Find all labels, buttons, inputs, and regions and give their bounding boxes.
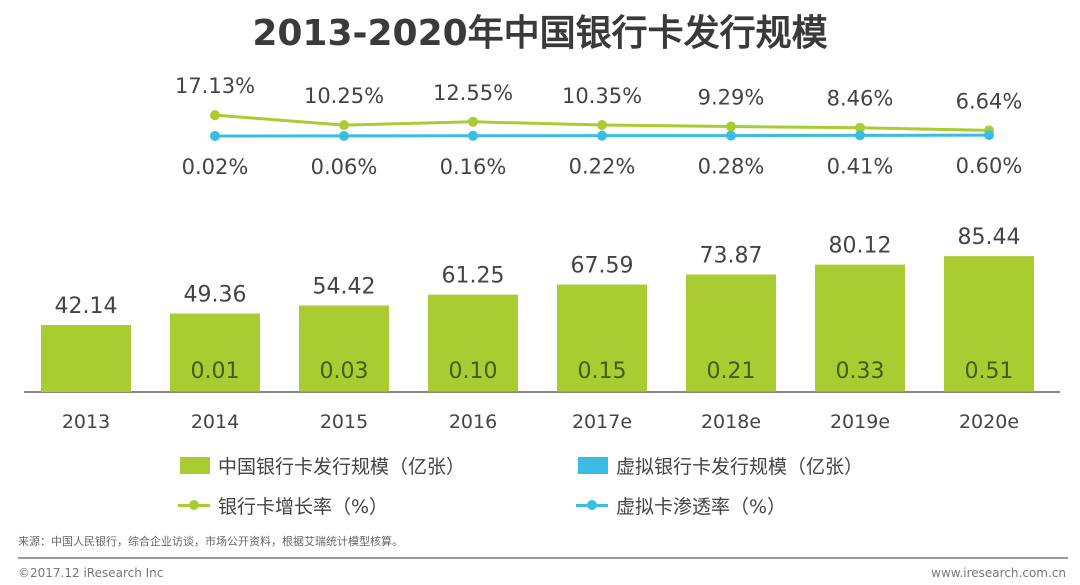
- growth-point: [339, 120, 349, 131]
- virtual-bar: [428, 391, 518, 392]
- penetration-point: [468, 130, 478, 141]
- chart-title: 2013-2020年中国银行卡发行规模: [252, 13, 828, 54]
- virtual-bar: [686, 391, 776, 392]
- growth-point: [210, 110, 220, 121]
- virtual-bar: [170, 391, 260, 392]
- bar: [944, 256, 1034, 392]
- legend-item-penetration: 虚拟卡渗透率（%）: [576, 492, 786, 519]
- x-tick-label: 2018e: [701, 411, 761, 433]
- growth-value-label: 17.13%: [175, 74, 255, 98]
- bar: [428, 294, 518, 392]
- growth-value-label: 6.64%: [956, 89, 1023, 113]
- virtual-bar-value-label: 0.15: [578, 359, 627, 384]
- virtual-bar-value-label: 0.01: [191, 359, 240, 384]
- legend-item-growth-rate: 银行卡增长率（%）: [178, 492, 388, 519]
- x-tick-label: 2013: [62, 411, 110, 433]
- bar: [815, 264, 905, 392]
- penetration-point: [855, 130, 865, 141]
- bar-value-label: 54.42: [313, 274, 376, 299]
- source-note: 来源：中国人民银行，综合企业访谈，市场公开资料，根据艾瑞统计模型核算。: [18, 535, 403, 548]
- growth-value-label: 8.46%: [827, 87, 894, 111]
- virtual-bar-value-label: 0.21: [707, 359, 756, 384]
- divider: [18, 557, 1068, 559]
- penetration-point: [339, 130, 349, 141]
- legend-line: [178, 500, 210, 510]
- bar-value-label: 67.59: [571, 254, 634, 279]
- bar: [557, 284, 647, 392]
- growth-point: [855, 122, 865, 133]
- website: www.iresearch.com.cn: [931, 566, 1066, 580]
- bar-value-label: 49.36: [184, 283, 247, 308]
- bar: [170, 313, 260, 392]
- penetration-point: [597, 130, 607, 141]
- x-tick-label: 2016: [449, 411, 497, 433]
- growth-point: [597, 119, 607, 130]
- legend-item-virtual-card: 虚拟银行卡发行规模（亿张）: [578, 452, 863, 479]
- bar-value-label: 85.44: [958, 225, 1021, 250]
- virtual-bar-value-label: 0.10: [449, 359, 498, 384]
- growth-value-label: 10.25%: [304, 84, 384, 108]
- growth-value-label: 12.55%: [433, 81, 513, 105]
- x-tick-label: 2019e: [830, 411, 890, 433]
- bar-value-label: 42.14: [55, 294, 118, 319]
- legend-line: [576, 500, 608, 510]
- bar-value-label: 73.87: [700, 244, 763, 269]
- bar-value-label: 61.25: [442, 264, 505, 289]
- virtual-bar-value-label: 0.51: [965, 359, 1014, 384]
- penetration-value-label: 0.16%: [440, 155, 507, 179]
- bar: [41, 324, 131, 392]
- bar: [299, 305, 389, 392]
- virtual-bar-value-label: 0.03: [320, 359, 369, 384]
- copyright: ©2017.12 iResearch Inc: [18, 566, 164, 580]
- legend-label: 银行卡增长率（%）: [218, 496, 389, 518]
- penetration-point: [726, 130, 736, 141]
- penetration-value-label: 0.22%: [569, 155, 636, 179]
- penetration-value-label: 0.06%: [311, 155, 378, 179]
- virtual-bar: [815, 391, 905, 392]
- legend-label: 虚拟银行卡发行规模（亿张）: [616, 456, 864, 478]
- penetration-value-label: 0.28%: [698, 155, 765, 179]
- penetration-point: [210, 130, 220, 141]
- x-tick-label: 2015: [320, 411, 368, 433]
- legend-label: 中国银行卡发行规模（亿张）: [218, 456, 466, 478]
- bar-value-label: 80.12: [829, 234, 892, 259]
- penetration-value-label: 0.41%: [827, 154, 894, 178]
- legend-item-bank-card: 中国银行卡发行规模（亿张）: [180, 452, 465, 479]
- virtual-bar: [299, 391, 389, 392]
- legend-swatch: [180, 457, 210, 474]
- growth-point: [468, 116, 478, 127]
- x-tick-label: 2017e: [572, 411, 632, 433]
- penetration-value-label: 0.60%: [956, 154, 1023, 178]
- virtual-bar: [944, 391, 1034, 392]
- x-tick-label: 2014: [191, 411, 239, 433]
- growth-value-label: 9.29%: [698, 86, 765, 110]
- growth-value-label: 10.35%: [562, 84, 642, 108]
- x-tick-label: 2020e: [959, 411, 1019, 433]
- legend-swatch: [578, 457, 608, 474]
- bar: [686, 274, 776, 392]
- growth-point: [726, 121, 736, 132]
- virtual-bar-value-label: 0.33: [836, 359, 885, 384]
- penetration-value-label: 0.02%: [182, 155, 249, 179]
- virtual-bar: [557, 391, 647, 392]
- legend-label: 虚拟卡渗透率（%）: [616, 496, 787, 518]
- penetration-point: [984, 130, 994, 141]
